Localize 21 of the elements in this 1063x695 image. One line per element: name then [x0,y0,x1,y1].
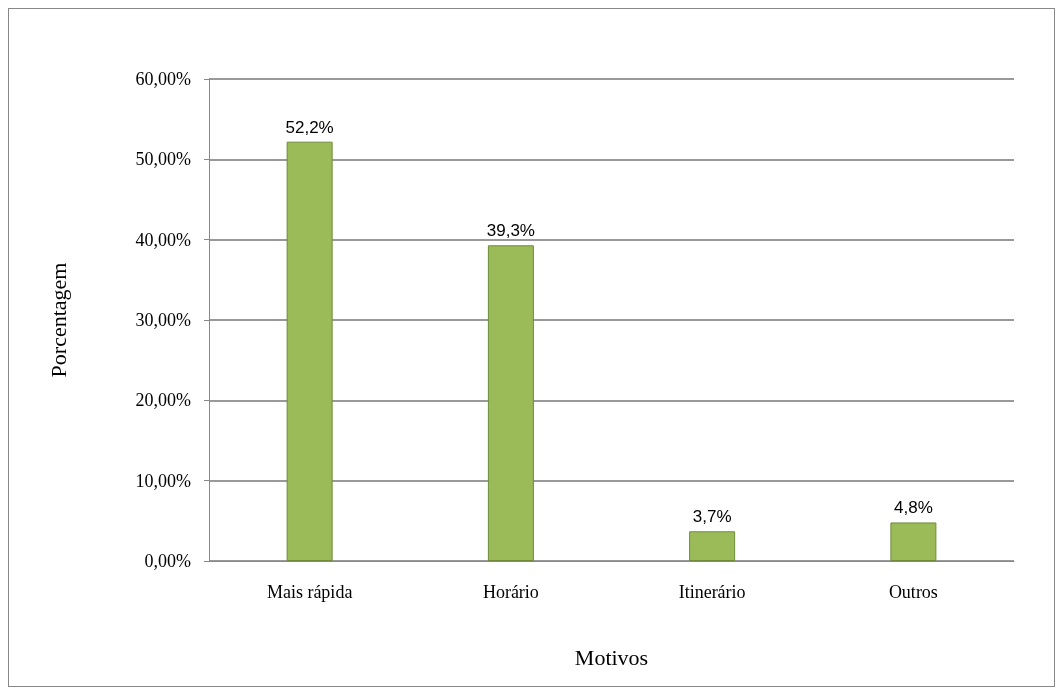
y-tick-label: 40,00% [135,229,191,250]
y-tick-label: 60,00% [135,69,191,89]
y-tick-label: 20,00% [135,390,191,411]
y-tick-label: 0,00% [144,551,191,571]
x-axis-title: Motivos [574,644,649,670]
data-label: 52,2% [285,117,334,137]
x-tick-label: Mais rápida [266,582,353,602]
y-axis-title: Porcentagem [45,262,71,378]
bar [286,141,333,561]
y-tick-label: 10,00% [135,470,191,491]
x-tick-label: Horário [482,582,539,602]
data-label: 3,7% [692,507,732,527]
x-tick-label: Outros [888,582,938,602]
bar [487,245,534,561]
x-tick-label: Itinerário [678,582,746,602]
data-label: 4,8% [894,498,933,518]
bar [689,531,736,561]
y-tick-label: 30,00% [135,310,191,330]
bar [890,522,937,561]
data-label: 39,3% [486,221,535,241]
y-tick-label: 50,00% [135,149,191,170]
